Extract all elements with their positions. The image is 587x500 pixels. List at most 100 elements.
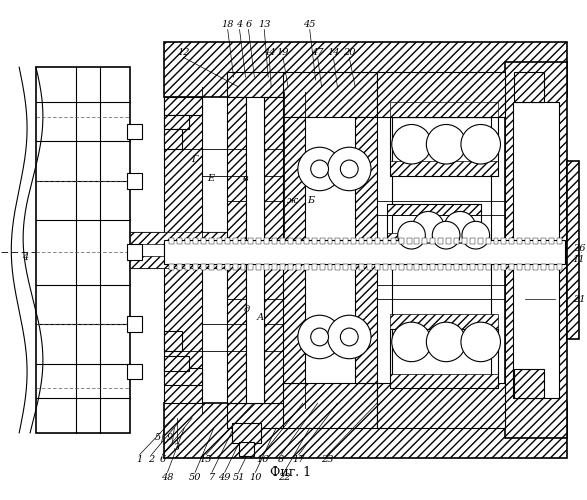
Text: 45: 45	[303, 20, 316, 29]
Bar	[296, 264, 301, 270]
Bar	[36, 67, 130, 433]
Bar	[257, 238, 261, 244]
Bar	[272, 264, 277, 270]
Bar	[272, 238, 277, 244]
Bar	[328, 264, 332, 270]
Bar	[541, 238, 546, 244]
Bar	[470, 238, 475, 244]
Circle shape	[328, 147, 371, 190]
Circle shape	[311, 160, 329, 178]
Bar	[209, 238, 214, 244]
Bar	[185, 238, 190, 244]
Bar	[513, 102, 559, 398]
Circle shape	[392, 124, 431, 164]
Bar	[164, 42, 566, 97]
Bar	[288, 264, 293, 270]
Bar	[232, 423, 261, 442]
Bar	[438, 264, 443, 270]
Text: в: в	[242, 174, 248, 184]
Text: ж: ж	[288, 196, 299, 205]
Circle shape	[413, 212, 444, 243]
Bar	[399, 238, 404, 244]
Bar	[127, 364, 141, 380]
Bar	[335, 238, 340, 244]
Bar	[478, 264, 483, 270]
Bar	[505, 62, 566, 438]
Text: 5: 5	[154, 434, 161, 442]
Text: 51: 51	[232, 473, 245, 482]
Bar	[391, 264, 396, 270]
Bar	[355, 116, 377, 384]
Bar	[525, 264, 530, 270]
Bar	[312, 238, 316, 244]
Text: 26: 26	[572, 244, 585, 252]
Bar	[343, 238, 348, 244]
Bar	[514, 72, 544, 102]
Bar	[193, 264, 198, 270]
Bar	[549, 238, 554, 244]
Bar	[423, 264, 427, 270]
Text: 9: 9	[166, 434, 173, 442]
Bar	[351, 238, 356, 244]
Circle shape	[328, 315, 371, 358]
Bar	[414, 238, 420, 244]
Bar	[164, 356, 189, 370]
Bar	[217, 264, 222, 270]
Text: Б: Б	[307, 196, 314, 205]
Bar	[533, 238, 538, 244]
Bar	[164, 368, 202, 386]
Bar	[514, 368, 544, 398]
Bar	[359, 238, 364, 244]
Bar	[430, 264, 435, 270]
Bar	[164, 240, 565, 264]
Text: 2: 2	[149, 455, 155, 464]
Text: 8: 8	[278, 455, 284, 464]
Text: 7: 7	[209, 473, 215, 482]
Bar	[407, 264, 411, 270]
Bar	[257, 264, 261, 270]
Bar	[288, 238, 293, 244]
Circle shape	[397, 222, 426, 249]
Bar	[566, 161, 579, 339]
Text: 13: 13	[258, 20, 271, 29]
Bar	[387, 204, 481, 245]
Text: 22: 22	[278, 473, 291, 482]
Bar	[392, 116, 491, 384]
Text: А: А	[257, 312, 264, 322]
Text: 19: 19	[277, 48, 289, 57]
Bar	[423, 238, 427, 244]
Text: 12: 12	[177, 48, 190, 57]
Bar	[557, 238, 562, 244]
Text: Фиг. 1: Фиг. 1	[271, 466, 312, 479]
Text: 49: 49	[218, 473, 231, 482]
Text: 21: 21	[572, 295, 585, 304]
Bar	[164, 331, 182, 351]
Bar	[248, 264, 254, 270]
Bar	[525, 238, 530, 244]
Bar	[390, 329, 498, 388]
Circle shape	[340, 328, 358, 346]
Text: 6: 6	[159, 455, 166, 464]
Bar	[390, 102, 498, 117]
Text: 23: 23	[321, 455, 334, 464]
Circle shape	[444, 212, 475, 243]
Text: 1: 1	[137, 455, 143, 464]
Bar	[446, 264, 451, 270]
Bar	[232, 238, 238, 244]
Bar	[319, 238, 325, 244]
Bar	[454, 264, 459, 270]
Bar	[510, 238, 514, 244]
Text: 11: 11	[572, 256, 585, 264]
Bar	[304, 238, 309, 244]
Bar	[280, 264, 285, 270]
Bar	[164, 114, 189, 130]
Circle shape	[432, 222, 460, 249]
Text: д: д	[244, 305, 249, 314]
Bar	[232, 264, 238, 270]
Bar	[296, 238, 301, 244]
Bar	[127, 124, 141, 140]
Bar	[164, 97, 202, 403]
Bar	[414, 264, 420, 270]
Bar	[454, 238, 459, 244]
Bar	[241, 238, 245, 244]
